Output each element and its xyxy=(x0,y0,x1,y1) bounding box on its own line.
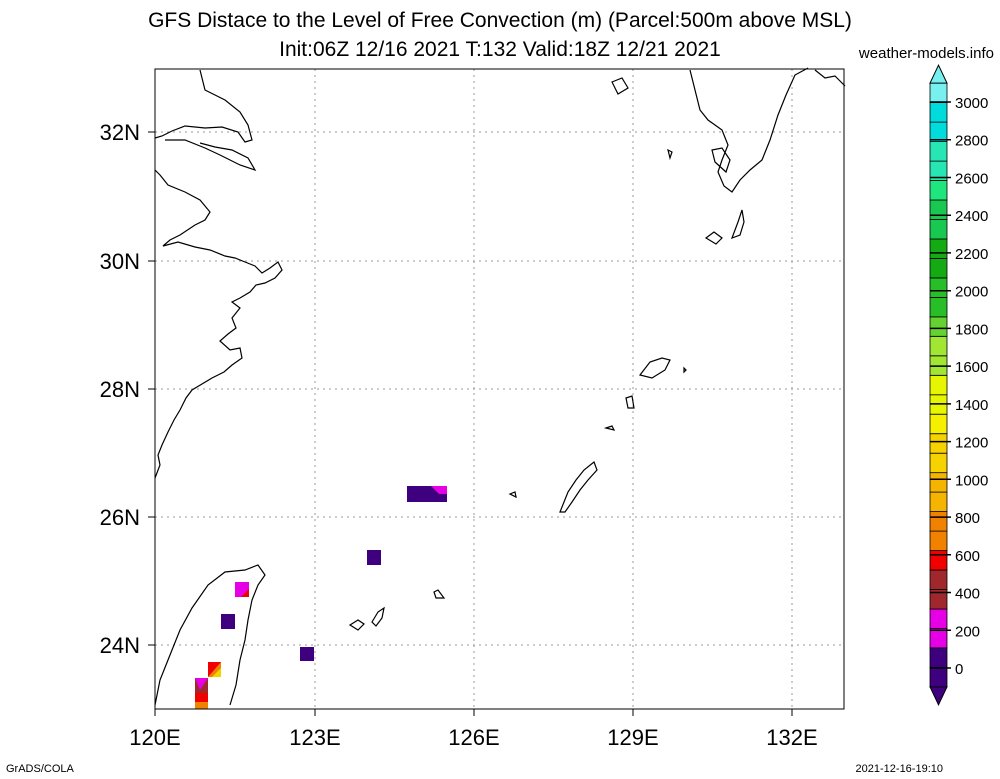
cell-magenta xyxy=(195,678,208,690)
colorbar-segment xyxy=(929,433,948,454)
colorbar: 3000280026002400220020001800160014001200… xyxy=(929,63,988,707)
colorbar-segment xyxy=(929,257,948,279)
colorbar-label: 1000 xyxy=(955,472,988,489)
colorbar-segment xyxy=(929,569,948,590)
colorbar-segment xyxy=(929,647,948,668)
coast-shikoku xyxy=(814,69,846,87)
island-small-2 xyxy=(603,425,616,431)
colorbar-segment xyxy=(929,667,948,688)
cell-red xyxy=(241,589,249,597)
colorbar-label: 600 xyxy=(955,548,980,565)
island-amami xyxy=(638,357,671,379)
island-yakushima xyxy=(704,231,723,245)
colorbar-segment xyxy=(929,219,948,240)
graticule xyxy=(155,69,844,709)
coast-yangtze xyxy=(165,139,257,172)
chart-subtitle: Init:06Z 12/16 2021 T:132 Valid:18Z 12/2… xyxy=(279,38,721,61)
colorbar-label: 200 xyxy=(955,623,980,640)
colorbar-segment xyxy=(929,374,948,396)
cell-orange xyxy=(195,702,208,709)
island-yonaguni xyxy=(348,619,365,631)
y-tick-24n: 24N xyxy=(100,633,140,658)
colorbar-label: 2200 xyxy=(955,246,988,263)
cell-purple xyxy=(221,614,235,629)
colorbar-label: 1200 xyxy=(955,435,988,452)
coast-kyushu-inner xyxy=(711,147,731,174)
colorbar-label: 1600 xyxy=(955,359,988,376)
x-tick-126e: 126E xyxy=(448,725,499,750)
y-tick-28n: 28N xyxy=(100,377,140,402)
colorbar-label: 2000 xyxy=(955,284,988,301)
colorbar-segment xyxy=(929,238,948,259)
colorbar-segment xyxy=(929,82,948,103)
island-tokunoshima xyxy=(625,395,635,409)
colorbar-segment xyxy=(929,180,948,201)
cell-red xyxy=(208,662,221,677)
footer-credit: GrADS/COLA xyxy=(6,763,74,775)
colorbar-segment xyxy=(929,413,948,435)
coast-china-mid xyxy=(154,169,283,479)
colorbar-label: 2600 xyxy=(955,171,988,188)
x-tick-120e: 120E xyxy=(129,725,180,750)
colorbar-label: 400 xyxy=(955,586,980,603)
cell-purple xyxy=(367,550,381,565)
colorbar-label: 800 xyxy=(955,510,980,527)
tick-marks xyxy=(148,131,793,716)
colorbar-segment xyxy=(929,550,948,571)
colorbar-label: 1400 xyxy=(955,397,988,414)
colorbar-segment xyxy=(929,121,948,142)
colorbar-segment xyxy=(929,102,948,123)
colorbar-segment xyxy=(929,335,948,357)
island-ishigaki xyxy=(371,606,385,627)
x-tick-123e: 123E xyxy=(289,725,340,750)
colorbar-segment xyxy=(929,277,948,298)
coast-taiwan xyxy=(154,564,266,706)
colorbar-max-arrow xyxy=(929,63,948,84)
coast-china-north xyxy=(154,69,253,143)
colorbar-segment xyxy=(929,296,948,318)
shaded-cells xyxy=(195,486,447,709)
colorbar-segment xyxy=(929,472,948,493)
y-tick-26n: 26N xyxy=(100,505,140,530)
island-koshiki xyxy=(667,148,673,161)
colorbar-min-arrow xyxy=(929,686,948,707)
island-tanegashima xyxy=(730,209,745,240)
x-tick-132e: 132E xyxy=(766,725,817,750)
colorbar-segment xyxy=(929,608,948,629)
island-miyako xyxy=(433,589,446,599)
coast-kyushu xyxy=(689,67,809,193)
colorbar-label: 2800 xyxy=(955,133,988,150)
chart-title: GFS Distace to the Level of Free Convect… xyxy=(148,9,852,32)
island-small-1 xyxy=(508,491,517,499)
cell-magenta xyxy=(431,486,447,494)
colorbar-segment xyxy=(929,199,948,220)
island-small-3 xyxy=(683,366,687,374)
colorbar-label: 0 xyxy=(955,661,963,678)
island-okinawa xyxy=(559,461,598,513)
colorbar-segment xyxy=(929,530,948,551)
island-goto xyxy=(611,77,629,95)
y-tick-32n: 32N xyxy=(100,120,140,145)
colorbar-segment xyxy=(929,628,948,649)
coastlines xyxy=(154,67,846,706)
cell-red xyxy=(195,693,208,702)
colorbar-label: 1800 xyxy=(955,321,988,338)
x-tick-129e: 129E xyxy=(607,725,658,750)
y-tick-30n: 30N xyxy=(100,249,140,274)
colorbar-segment xyxy=(929,141,948,162)
colorbar-segment xyxy=(929,511,948,532)
site-label: weather-models.info xyxy=(858,45,994,62)
colorbar-segment xyxy=(929,491,948,513)
colorbar-segment xyxy=(929,316,948,337)
colorbar-label: 2400 xyxy=(955,208,988,225)
colorbar-label: 3000 xyxy=(955,95,988,112)
cell-purple xyxy=(300,647,314,661)
cell-yellow xyxy=(212,668,221,677)
footer-timestamp: 2021-12-16-19:10 xyxy=(855,763,943,775)
colorbar-segment xyxy=(929,452,948,474)
